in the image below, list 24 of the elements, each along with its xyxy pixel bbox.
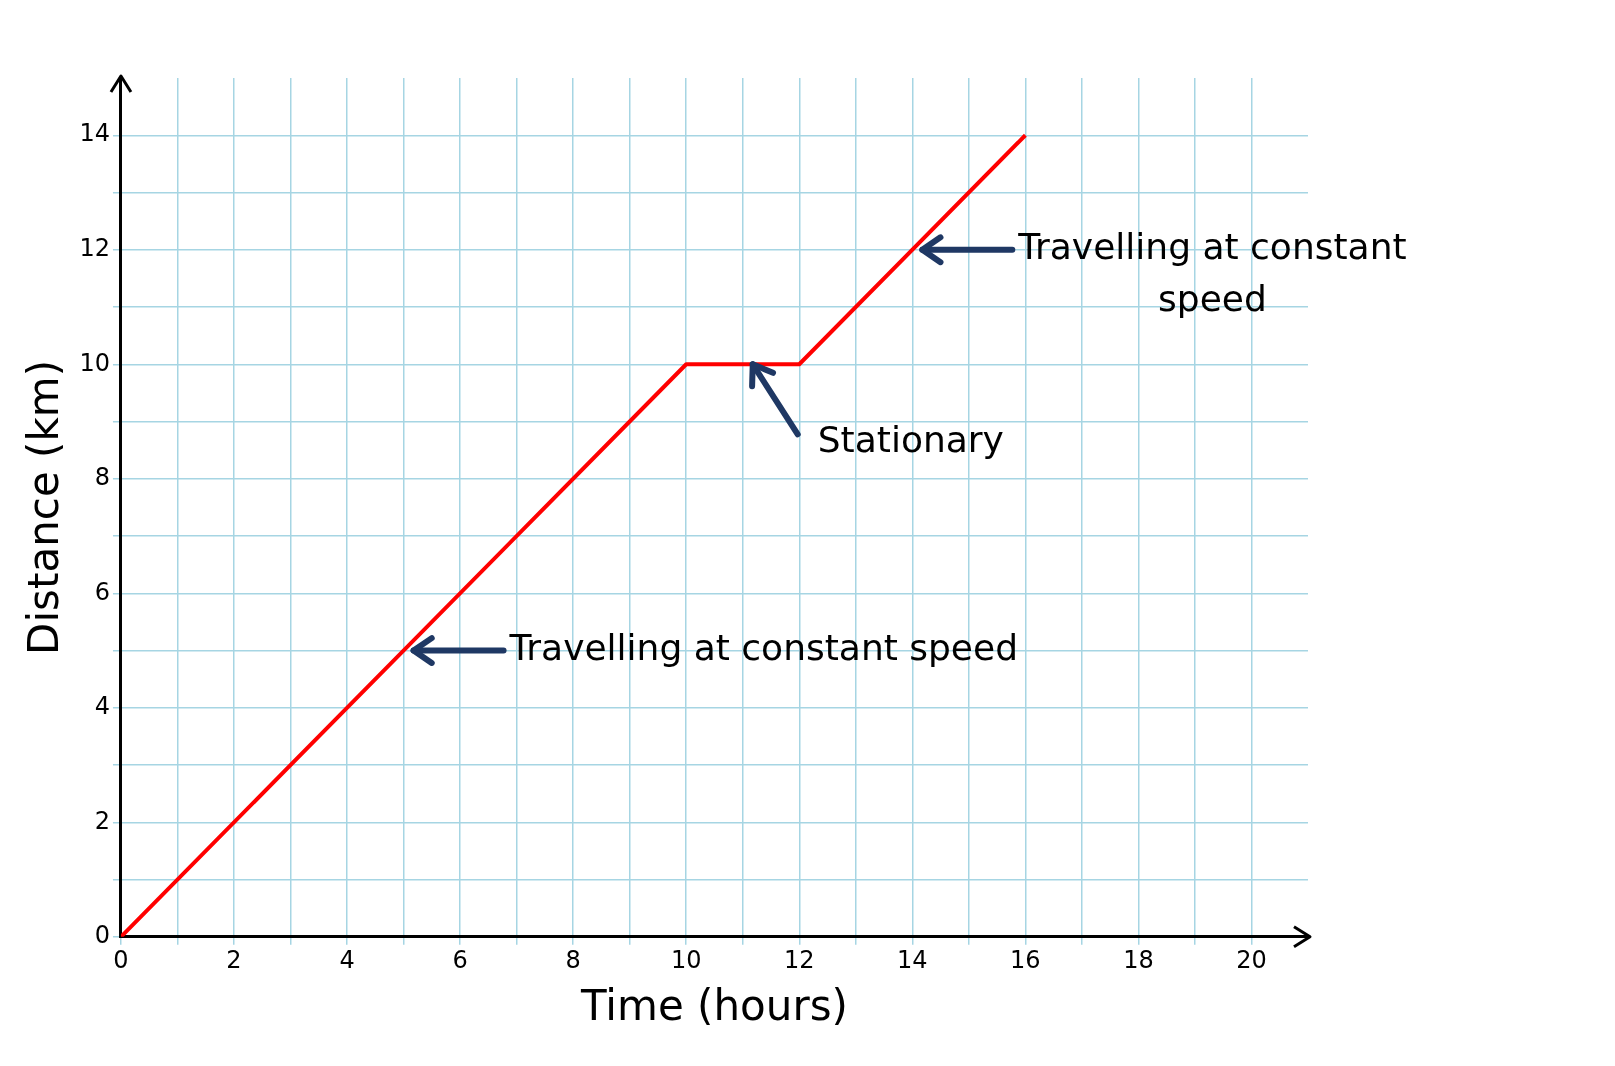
y-tick-label: 6 [94, 577, 110, 606]
y-tick-label: 12 [79, 233, 110, 262]
y-tick-label: 2 [94, 806, 110, 835]
x-tick-label: 2 [226, 946, 242, 975]
y-axis-title: Distance (km) [19, 359, 69, 655]
x-tick-label: 12 [783, 946, 815, 975]
y-tick-label: 4 [94, 692, 110, 721]
x-tick-label: 8 [565, 946, 581, 975]
y-tick-label: 8 [94, 463, 110, 492]
y-tick-label: 14 [79, 119, 110, 148]
x-tick-label: 16 [1010, 946, 1041, 975]
x-tick-label: 6 [452, 946, 468, 975]
x-tick-label: 18 [1123, 946, 1154, 975]
annotation: Travelling at constant speed [1017, 226, 1407, 320]
x-tick-label: 0 [113, 946, 129, 975]
x-tick-label: 10 [670, 946, 702, 975]
x-tick-label: 20 [1236, 946, 1267, 975]
x-axis-title: Time (hours) [579, 980, 848, 1030]
y-tick-label: 0 [94, 921, 110, 950]
y-tick-label: 10 [79, 348, 110, 377]
annotation: Travelling at constant speed [508, 626, 1019, 668]
x-tick-label: 14 [897, 946, 928, 975]
x-tick-label: 4 [339, 946, 355, 975]
annotation: Stationary [817, 418, 1004, 460]
